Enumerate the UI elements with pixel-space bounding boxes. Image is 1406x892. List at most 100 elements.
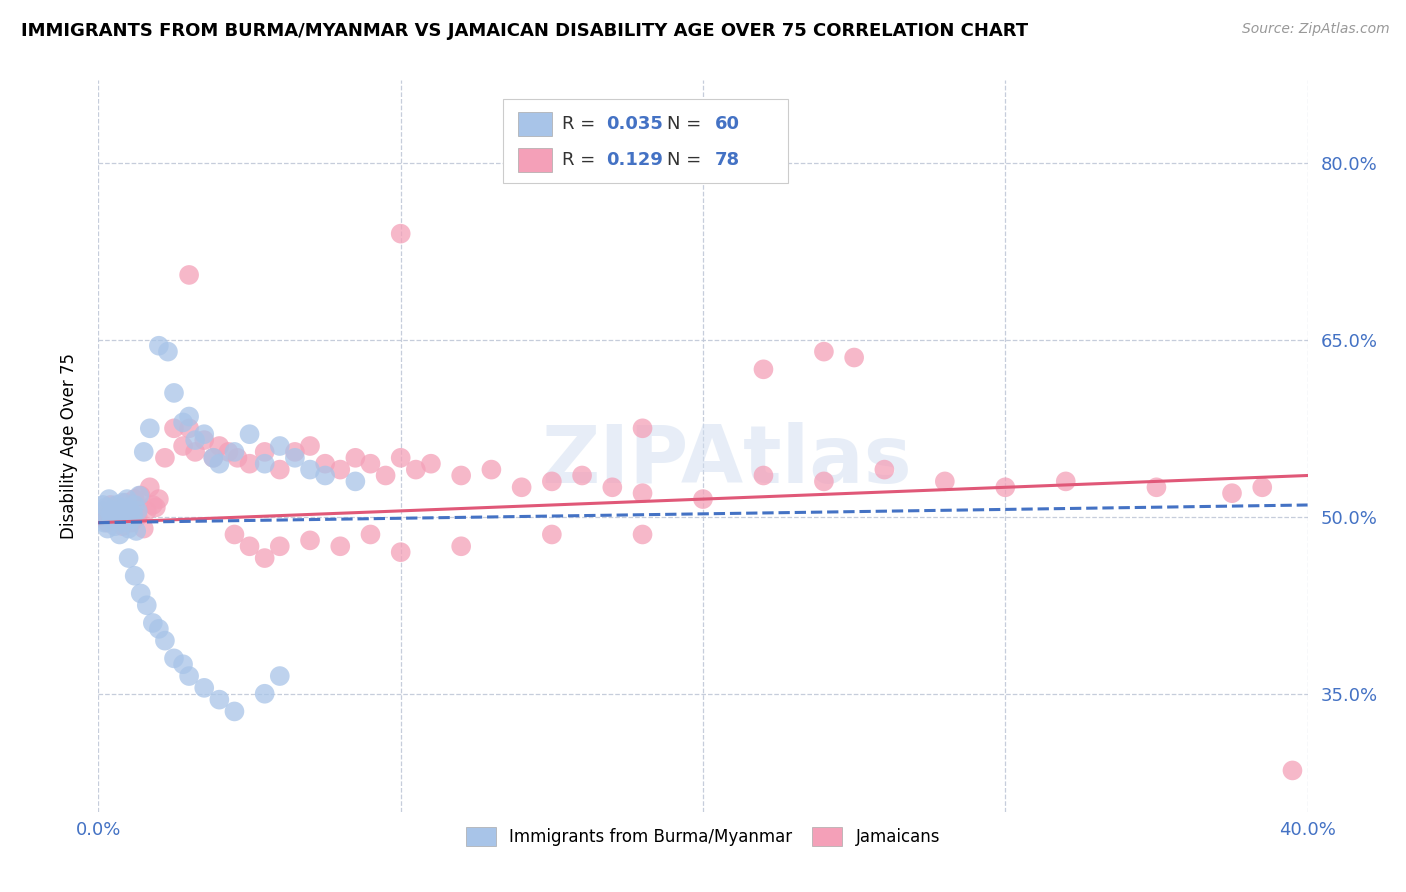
Point <box>90 504 112 518</box>
Point <box>108 527 131 541</box>
Point <box>253 445 276 459</box>
Text: ZIPAtlas: ZIPAtlas <box>541 422 912 500</box>
Point <box>1146 480 1168 494</box>
Point <box>193 427 215 442</box>
Point <box>253 551 276 566</box>
Point <box>145 500 167 515</box>
Point <box>934 475 956 489</box>
Point <box>374 468 396 483</box>
Point <box>202 450 225 465</box>
Point <box>179 421 201 435</box>
Point <box>224 445 246 459</box>
Point <box>360 527 382 541</box>
Point <box>813 475 835 489</box>
Point <box>142 498 165 512</box>
Point <box>90 509 112 524</box>
Text: R =: R = <box>561 151 600 169</box>
Point <box>103 504 125 518</box>
Point <box>179 409 201 424</box>
Point <box>111 519 134 533</box>
Point <box>100 498 122 512</box>
Text: N =: N = <box>666 151 707 169</box>
Point <box>269 539 291 553</box>
Point <box>344 450 367 465</box>
Point <box>163 421 186 435</box>
FancyBboxPatch shape <box>517 112 553 136</box>
Point <box>752 468 775 483</box>
FancyBboxPatch shape <box>503 99 787 183</box>
Point <box>153 633 176 648</box>
Point <box>193 681 215 695</box>
Point <box>253 687 276 701</box>
Point <box>135 504 157 518</box>
Point <box>284 445 307 459</box>
Point <box>224 527 246 541</box>
Point <box>1220 486 1243 500</box>
Point <box>224 705 246 719</box>
Point <box>103 508 125 522</box>
Point <box>540 527 562 541</box>
Point <box>105 498 128 512</box>
Point <box>405 462 427 476</box>
Point <box>184 445 207 459</box>
Point <box>193 433 215 447</box>
Point <box>91 498 114 512</box>
Point <box>208 692 231 706</box>
Text: 60: 60 <box>716 115 740 133</box>
Point <box>344 475 367 489</box>
Point <box>202 450 225 465</box>
Point <box>631 527 654 541</box>
Point <box>172 657 194 672</box>
Point <box>172 439 194 453</box>
Point <box>107 506 129 520</box>
Point <box>115 492 138 507</box>
Point <box>118 551 141 566</box>
Point <box>329 539 352 553</box>
Point <box>179 669 201 683</box>
Point <box>122 508 145 522</box>
Point <box>873 462 896 476</box>
FancyBboxPatch shape <box>517 148 553 171</box>
Text: N =: N = <box>666 115 707 133</box>
Point <box>269 439 291 453</box>
Point <box>93 504 115 518</box>
Text: 0.035: 0.035 <box>606 115 664 133</box>
Point <box>114 500 136 515</box>
Point <box>124 492 146 507</box>
Point <box>329 462 352 476</box>
Point <box>139 480 162 494</box>
Point <box>156 344 179 359</box>
Point <box>128 489 150 503</box>
Point <box>269 669 291 683</box>
Point <box>994 480 1017 494</box>
Point <box>100 508 122 522</box>
Point <box>314 457 336 471</box>
Point <box>105 512 128 526</box>
Point <box>104 519 127 533</box>
Point <box>121 512 143 526</box>
Point <box>813 344 835 359</box>
Point <box>1054 475 1077 489</box>
Point <box>299 462 322 476</box>
Point <box>692 492 714 507</box>
Point <box>129 489 152 503</box>
Text: R =: R = <box>561 115 600 133</box>
Point <box>96 516 118 530</box>
Point <box>253 457 276 471</box>
Point <box>239 457 262 471</box>
Point <box>120 504 142 518</box>
Point <box>142 615 165 630</box>
Point <box>179 268 201 282</box>
Point <box>101 512 124 526</box>
Point <box>163 651 186 665</box>
Point <box>389 450 412 465</box>
Point <box>139 421 162 435</box>
Point <box>125 524 148 538</box>
Point <box>389 227 412 241</box>
Point <box>135 599 157 613</box>
Point <box>481 462 503 476</box>
Point <box>148 339 170 353</box>
Point <box>631 421 654 435</box>
Point <box>132 522 155 536</box>
Point <box>450 539 472 553</box>
